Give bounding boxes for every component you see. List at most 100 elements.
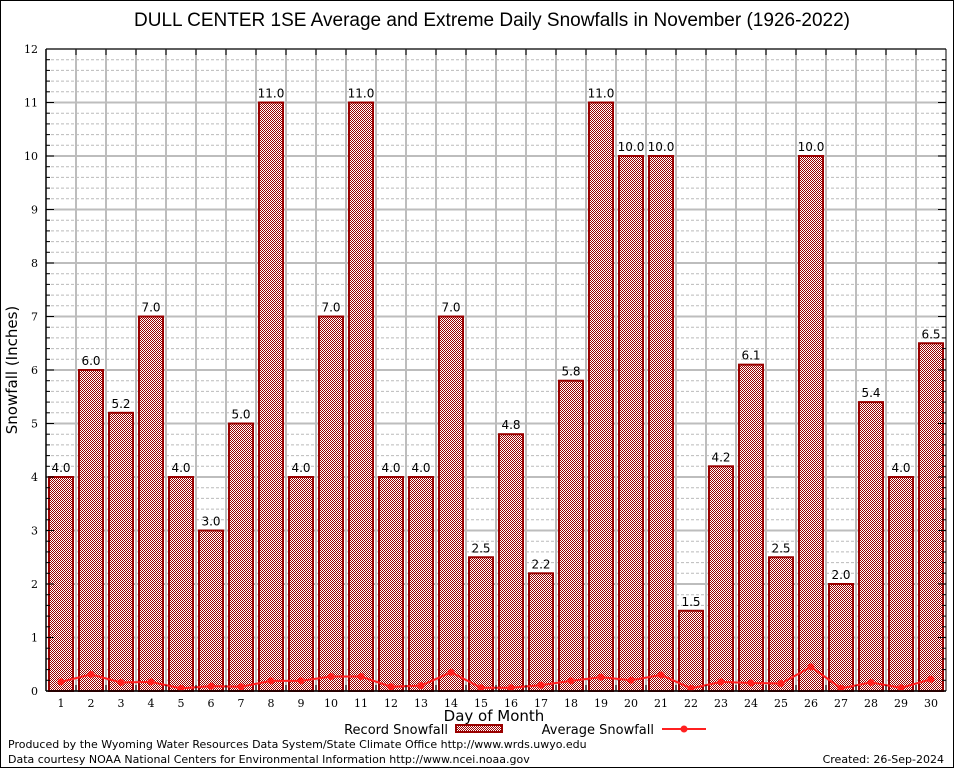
x-tick-label: 15 — [474, 697, 488, 710]
y-tick-label: 10 — [24, 150, 38, 163]
average-point-day-15 — [477, 684, 485, 692]
average-point-day-24 — [747, 679, 755, 687]
average-point-day-21 — [657, 671, 665, 679]
bar-day-3 — [108, 411, 134, 692]
y-axis-title: Snowfall (Inches) — [3, 306, 21, 434]
x-tick-label: 17 — [534, 697, 548, 710]
x-tick-label: 8 — [268, 697, 275, 710]
x-tick-label: 26 — [804, 697, 818, 710]
y-tick-label: 2 — [31, 578, 38, 591]
x-tick-label: 10 — [324, 697, 338, 710]
bar-label: 4.0 — [381, 461, 400, 475]
average-line — [57, 663, 935, 692]
legend-label-record: Record Snowfall — [344, 723, 448, 738]
bar-label: 11.0 — [348, 87, 375, 101]
bar-day-2 — [78, 369, 104, 692]
x-tick-label: 14 — [444, 697, 458, 710]
bar-label: 4.0 — [891, 461, 910, 475]
bar-day-25 — [768, 556, 794, 692]
x-tick-label: 27 — [834, 697, 848, 710]
bar-day-23 — [708, 465, 734, 692]
bar-label: 10.0 — [798, 140, 825, 154]
average-point-day-19 — [597, 673, 605, 681]
bar-label: 5.4 — [861, 386, 880, 400]
bar-label: 4.0 — [291, 461, 310, 475]
average-point-day-13 — [417, 682, 425, 690]
bar-day-12 — [378, 476, 404, 692]
x-tick-label: 5 — [178, 697, 185, 710]
average-point-day-10 — [327, 673, 335, 681]
bar-day-27 — [828, 583, 854, 692]
bar-label: 7.0 — [441, 301, 460, 315]
y-tick-label: 8 — [31, 257, 38, 270]
y-tick-label: 1 — [31, 632, 38, 645]
bar-day-28 — [858, 401, 884, 692]
average-point-day-9 — [297, 677, 305, 685]
legend-swatch-record — [455, 724, 503, 733]
legend: Record Snowfall Average Snowfall — [344, 723, 706, 738]
bar-label: 11.0 — [588, 87, 615, 101]
y-tick-label: 7 — [31, 311, 38, 324]
bar-label: 2.2 — [531, 557, 550, 571]
average-point-day-29 — [897, 684, 905, 692]
legend-marker-average — [680, 725, 688, 733]
average-point-day-1 — [57, 678, 65, 686]
bar-day-17 — [528, 572, 554, 692]
average-point-day-30 — [927, 675, 935, 683]
bar-day-10 — [318, 315, 344, 692]
x-tick-label: 11 — [354, 697, 368, 710]
bar-day-20 — [618, 155, 644, 692]
bar-day-26 — [798, 155, 824, 692]
average-point-day-25 — [777, 680, 785, 688]
y-tick-label: 3 — [31, 525, 38, 538]
x-tick-label: 16 — [504, 697, 518, 710]
legend-label-average: Average Snowfall — [542, 723, 654, 738]
bar-day-22 — [678, 609, 704, 692]
average-point-day-8 — [267, 677, 275, 685]
bar-label: 5.8 — [561, 365, 580, 379]
bar-label: 6.0 — [81, 354, 100, 368]
bar-labels: 4.0 6.0 5.2 7.0 4.0 3.0 5.0 11.0 4.0 7.0 11.0 4.0 4.… — [51, 87, 940, 609]
x-tick-label: 9 — [298, 697, 305, 710]
bar-label: 5.0 — [231, 408, 250, 422]
bar-day-11 — [348, 101, 374, 692]
average-point-day-3 — [117, 678, 125, 686]
average-point-day-14 — [447, 668, 455, 676]
average-point-day-20 — [627, 676, 635, 684]
bar-label: 7.0 — [141, 301, 160, 315]
bar-day-13 — [408, 476, 434, 692]
x-tick-label: 28 — [864, 697, 878, 710]
average-point-day-4 — [147, 678, 155, 686]
average-point-day-18 — [567, 677, 575, 685]
x-tick-label: 19 — [594, 697, 608, 710]
bar-label: 11.0 — [258, 87, 285, 101]
axes — [45, 48, 947, 692]
x-tick-label: 1 — [58, 697, 65, 710]
average-point-day-16 — [507, 684, 515, 692]
bar-label: 6.5 — [921, 327, 940, 341]
chart-title: DULL CENTER 1SE Average and Extreme Dail… — [134, 10, 850, 31]
bar-day-24 — [738, 363, 764, 692]
footer-produced-by: Produced by the Wyoming Water Resources … — [8, 738, 587, 751]
x-tick-label: 7 — [238, 697, 245, 710]
x-tick-label: 29 — [894, 697, 908, 710]
x-tick-label: 6 — [208, 697, 215, 710]
bar-day-30 — [918, 342, 944, 692]
average-point-day-12 — [387, 683, 395, 691]
bar-day-9 — [288, 476, 314, 692]
bar-label: 2.0 — [831, 568, 850, 582]
x-tick-label: 3 — [118, 697, 125, 710]
footer-created: Created: 26-Sep-2024 — [823, 753, 944, 766]
x-tick-label: 20 — [624, 697, 638, 710]
average-point-day-23 — [717, 678, 725, 686]
bar-day-21 — [648, 155, 674, 692]
x-tick-label: 24 — [744, 697, 758, 710]
x-tick-label: 13 — [414, 697, 428, 710]
bar-day-14 — [438, 315, 464, 692]
average-point-day-7 — [237, 683, 245, 691]
x-tick-labels: 1 2 3 4 5 6 7 8 9 10 11 12 13 14 15 16 17 18 19 20 21 22 23 24 2… — [58, 697, 939, 710]
y-tick-label: 6 — [31, 364, 38, 377]
y-tick-label: 11 — [24, 97, 38, 110]
y-tick-label: 4 — [31, 471, 38, 484]
